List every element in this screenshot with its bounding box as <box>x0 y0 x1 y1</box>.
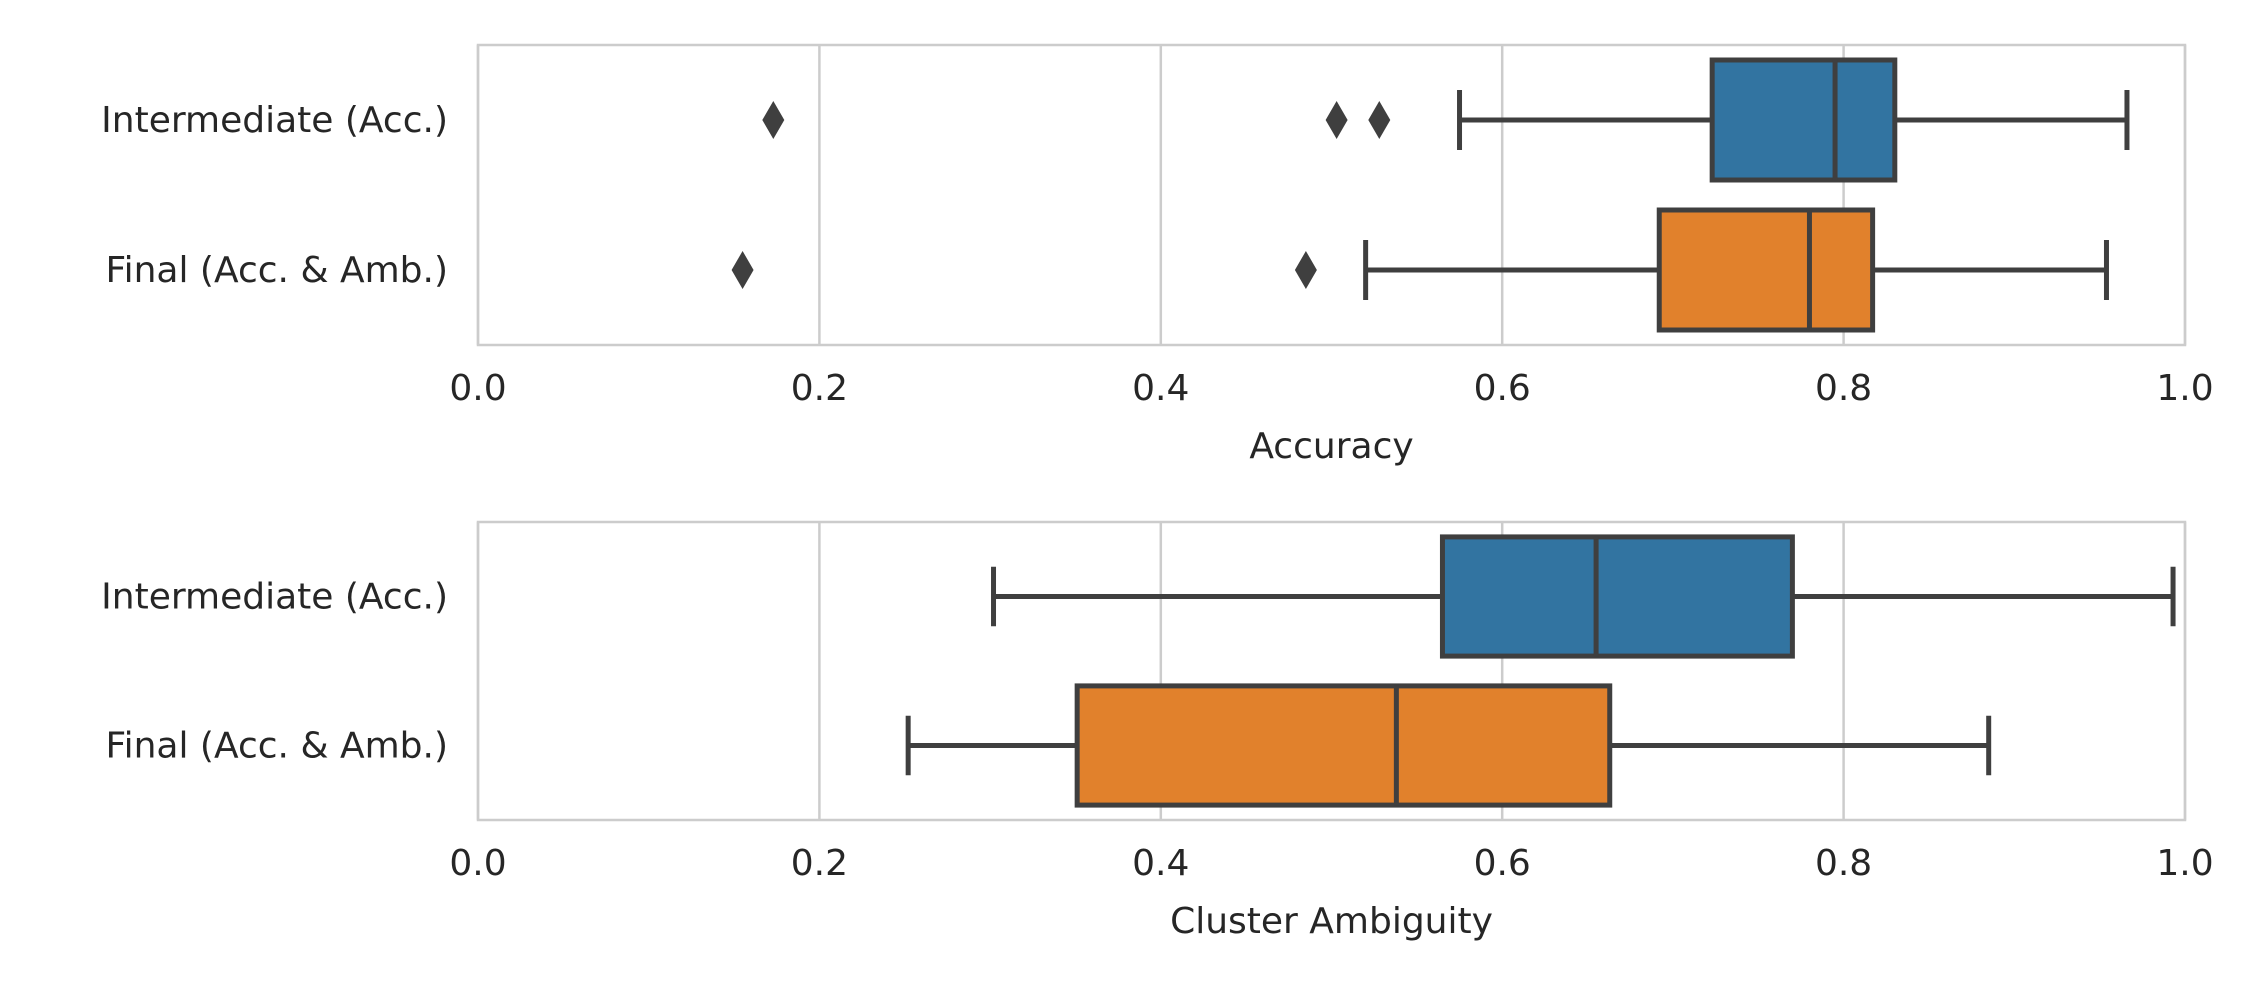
category-label: Final (Acc. & Amb.) <box>106 250 448 291</box>
x-tick-label: 0.8 <box>1815 368 1872 409</box>
x-axis-label: Accuracy <box>1249 426 1413 467</box>
category-label: Intermediate (Acc.) <box>101 577 448 618</box>
x-tick-label: 0.2 <box>791 368 848 409</box>
x-tick-label: 1.0 <box>2156 368 2213 409</box>
box <box>1709 57 1898 183</box>
box <box>1439 534 1795 659</box>
accuracy-panel: 0.0 0.2 0.4 0.6 0.8 1.0 Intermediate (Acc.) Fin… <box>101 43 2214 467</box>
x-axis-label: Cluster Ambiguity <box>1170 901 1493 942</box>
x-tick-label: 0.0 <box>449 843 506 884</box>
outlier-point <box>762 101 785 139</box>
box <box>1656 207 1876 333</box>
outlier-point <box>1294 251 1317 289</box>
category-label: Final (Acc. & Amb.) <box>106 726 448 767</box>
x-tick-label: 1.0 <box>2156 843 2213 884</box>
cluster-ambiguity-panel: 0.0 0.2 0.4 0.6 0.8 1.0 Intermediate (Acc.) Fin… <box>101 520 2214 942</box>
x-tick-label: 0.4 <box>1132 843 1189 884</box>
outlier-point <box>1368 101 1391 139</box>
category-label: Intermediate (Acc.) <box>101 100 448 141</box>
outlier-point <box>731 251 754 289</box>
x-tick-label: 0.6 <box>1474 843 1531 884</box>
x-tick-label: 0.4 <box>1132 368 1189 409</box>
plot-frame <box>476 43 2187 347</box>
outlier-point <box>1325 101 1348 139</box>
x-tick-label: 0.2 <box>791 843 848 884</box>
x-tick-label: 0.0 <box>449 368 506 409</box>
box <box>1074 683 1613 808</box>
x-tick-label: 0.8 <box>1815 843 1872 884</box>
x-tick-label: 0.6 <box>1474 368 1531 409</box>
plot-frame <box>476 520 2187 822</box>
